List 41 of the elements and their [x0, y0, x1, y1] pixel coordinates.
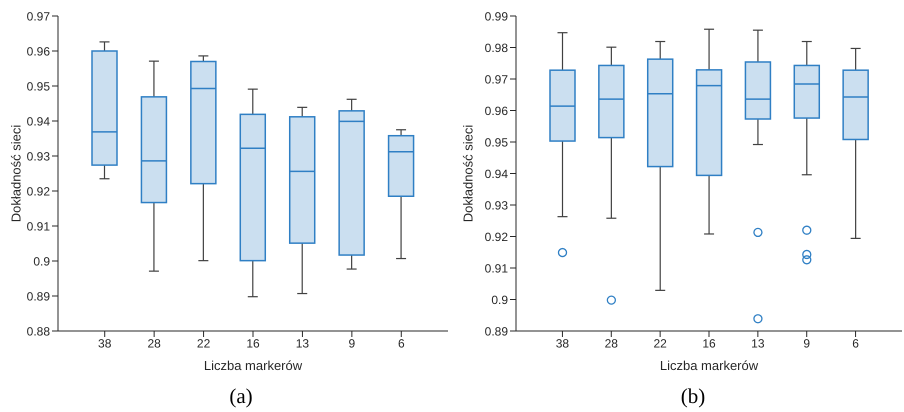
y-tick-label: 0.91	[26, 219, 50, 234]
x-axis-title: Liczba markerów	[660, 358, 759, 373]
x-tick-label: 28	[147, 336, 162, 351]
y-tick-label: 0.92	[484, 230, 508, 244]
y-tick-label: 0.96	[484, 104, 508, 118]
y-axis-title: Dokładność sieci	[8, 124, 24, 222]
text: (a)	[228, 384, 254, 409]
y-tick-label: 0.95	[26, 79, 50, 94]
y-tick-label: 0.9	[33, 254, 50, 268]
y-tick-label: 0.93	[26, 149, 50, 164]
y-tick-label: 0.9	[491, 292, 508, 307]
x-tick-label: 22	[653, 336, 668, 351]
y-tick-label: 0.94	[484, 166, 508, 181]
x-tick-label: 9	[348, 336, 356, 351]
y-tick-label: 0.99	[484, 9, 508, 24]
y-tick-label: 0.97	[26, 9, 50, 24]
y-tick-label: 0.94	[26, 114, 50, 128]
y-tick-label: 0.91	[484, 261, 508, 276]
x-tick-label: 13	[751, 336, 765, 351]
y-tick-label: 0.89	[26, 289, 50, 304]
text: (b)	[680, 384, 706, 409]
y-tick-label: 0.93	[484, 198, 508, 212]
x-tick-label: 9	[803, 336, 810, 351]
x-tick-label: 38	[98, 336, 112, 351]
y-tick-label: 0.95	[484, 135, 508, 150]
x-axis-title: Liczba markerów	[204, 358, 303, 373]
y-tick-label: 0.97	[484, 72, 508, 86]
y-tick-label: 0.88	[26, 324, 50, 338]
y-tick-label: 0.98	[484, 40, 508, 55]
y-axis-title: Dokładność sieci	[460, 124, 476, 222]
x-tick-label: 6	[398, 336, 405, 351]
x-tick-label: 6	[852, 336, 860, 351]
x-tick-label: 16	[246, 336, 260, 351]
y-tick-label: 0.92	[26, 184, 50, 198]
x-tick-label: 13	[296, 336, 310, 351]
x-tick-label: 16	[702, 336, 716, 351]
x-tick-label: 38	[556, 336, 570, 351]
x-tick-label: 22	[196, 336, 211, 351]
y-tick-label: 0.89	[484, 324, 508, 338]
y-tick-label: 0.96	[26, 44, 50, 58]
x-tick-label: 28	[604, 336, 618, 351]
